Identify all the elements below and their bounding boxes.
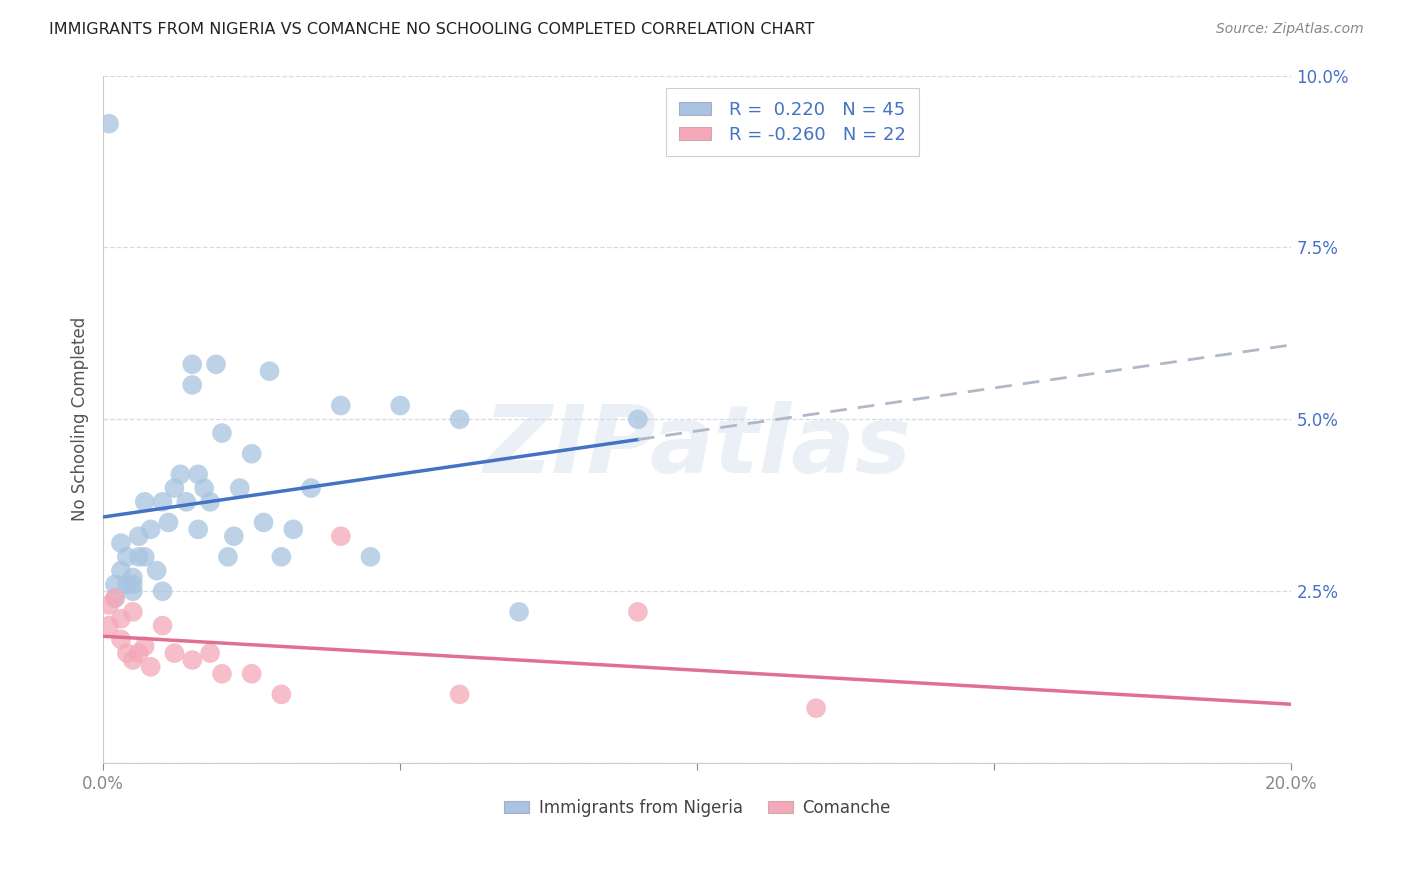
Point <box>508 605 530 619</box>
Point <box>128 549 150 564</box>
Point <box>121 605 143 619</box>
Point <box>389 399 412 413</box>
Text: Source: ZipAtlas.com: Source: ZipAtlas.com <box>1216 22 1364 37</box>
Point <box>259 364 281 378</box>
Point <box>449 412 471 426</box>
Point <box>134 549 156 564</box>
Point <box>283 522 305 536</box>
Point <box>115 646 138 660</box>
Point <box>121 577 143 591</box>
Point <box>98 117 121 131</box>
Point <box>804 701 827 715</box>
Point <box>121 570 143 584</box>
Point <box>152 584 174 599</box>
Point <box>110 632 132 647</box>
Point <box>121 584 143 599</box>
Point <box>98 618 121 632</box>
Legend: Immigrants from Nigeria, Comanche: Immigrants from Nigeria, Comanche <box>496 792 897 823</box>
Point <box>181 378 204 392</box>
Point <box>270 549 292 564</box>
Point <box>145 564 167 578</box>
Point <box>240 447 263 461</box>
Point <box>627 605 650 619</box>
Point <box>329 529 352 543</box>
Point <box>128 646 150 660</box>
Point <box>193 481 215 495</box>
Point <box>115 549 138 564</box>
Point <box>229 481 252 495</box>
Point <box>240 666 263 681</box>
Point <box>139 522 162 536</box>
Point <box>104 591 127 606</box>
Point <box>110 536 132 550</box>
Point <box>163 646 186 660</box>
Point <box>163 481 186 495</box>
Point <box>115 577 138 591</box>
Point <box>449 687 471 701</box>
Point <box>211 426 233 441</box>
Point <box>169 467 191 482</box>
Point <box>329 399 352 413</box>
Point <box>139 660 162 674</box>
Point <box>176 495 198 509</box>
Point <box>198 495 221 509</box>
Point <box>128 529 150 543</box>
Text: ZIPatlas: ZIPatlas <box>484 401 911 492</box>
Point <box>152 495 174 509</box>
Point <box>104 577 127 591</box>
Point <box>217 549 239 564</box>
Point <box>121 653 143 667</box>
Point <box>98 598 121 612</box>
Point <box>181 357 204 371</box>
Point <box>104 591 127 606</box>
Point <box>360 549 382 564</box>
Point <box>299 481 322 495</box>
Point <box>134 639 156 653</box>
Y-axis label: No Schooling Completed: No Schooling Completed <box>72 318 89 522</box>
Text: IMMIGRANTS FROM NIGERIA VS COMANCHE NO SCHOOLING COMPLETED CORRELATION CHART: IMMIGRANTS FROM NIGERIA VS COMANCHE NO S… <box>49 22 814 37</box>
Point <box>187 467 209 482</box>
Point <box>134 495 156 509</box>
Point <box>222 529 245 543</box>
Point <box>252 516 274 530</box>
Point <box>270 687 292 701</box>
Point <box>205 357 228 371</box>
Point <box>198 646 221 660</box>
Point <box>157 516 180 530</box>
Point <box>181 653 204 667</box>
Point <box>110 612 132 626</box>
Point <box>211 666 233 681</box>
Point <box>627 412 650 426</box>
Point <box>110 564 132 578</box>
Point <box>187 522 209 536</box>
Point <box>152 618 174 632</box>
